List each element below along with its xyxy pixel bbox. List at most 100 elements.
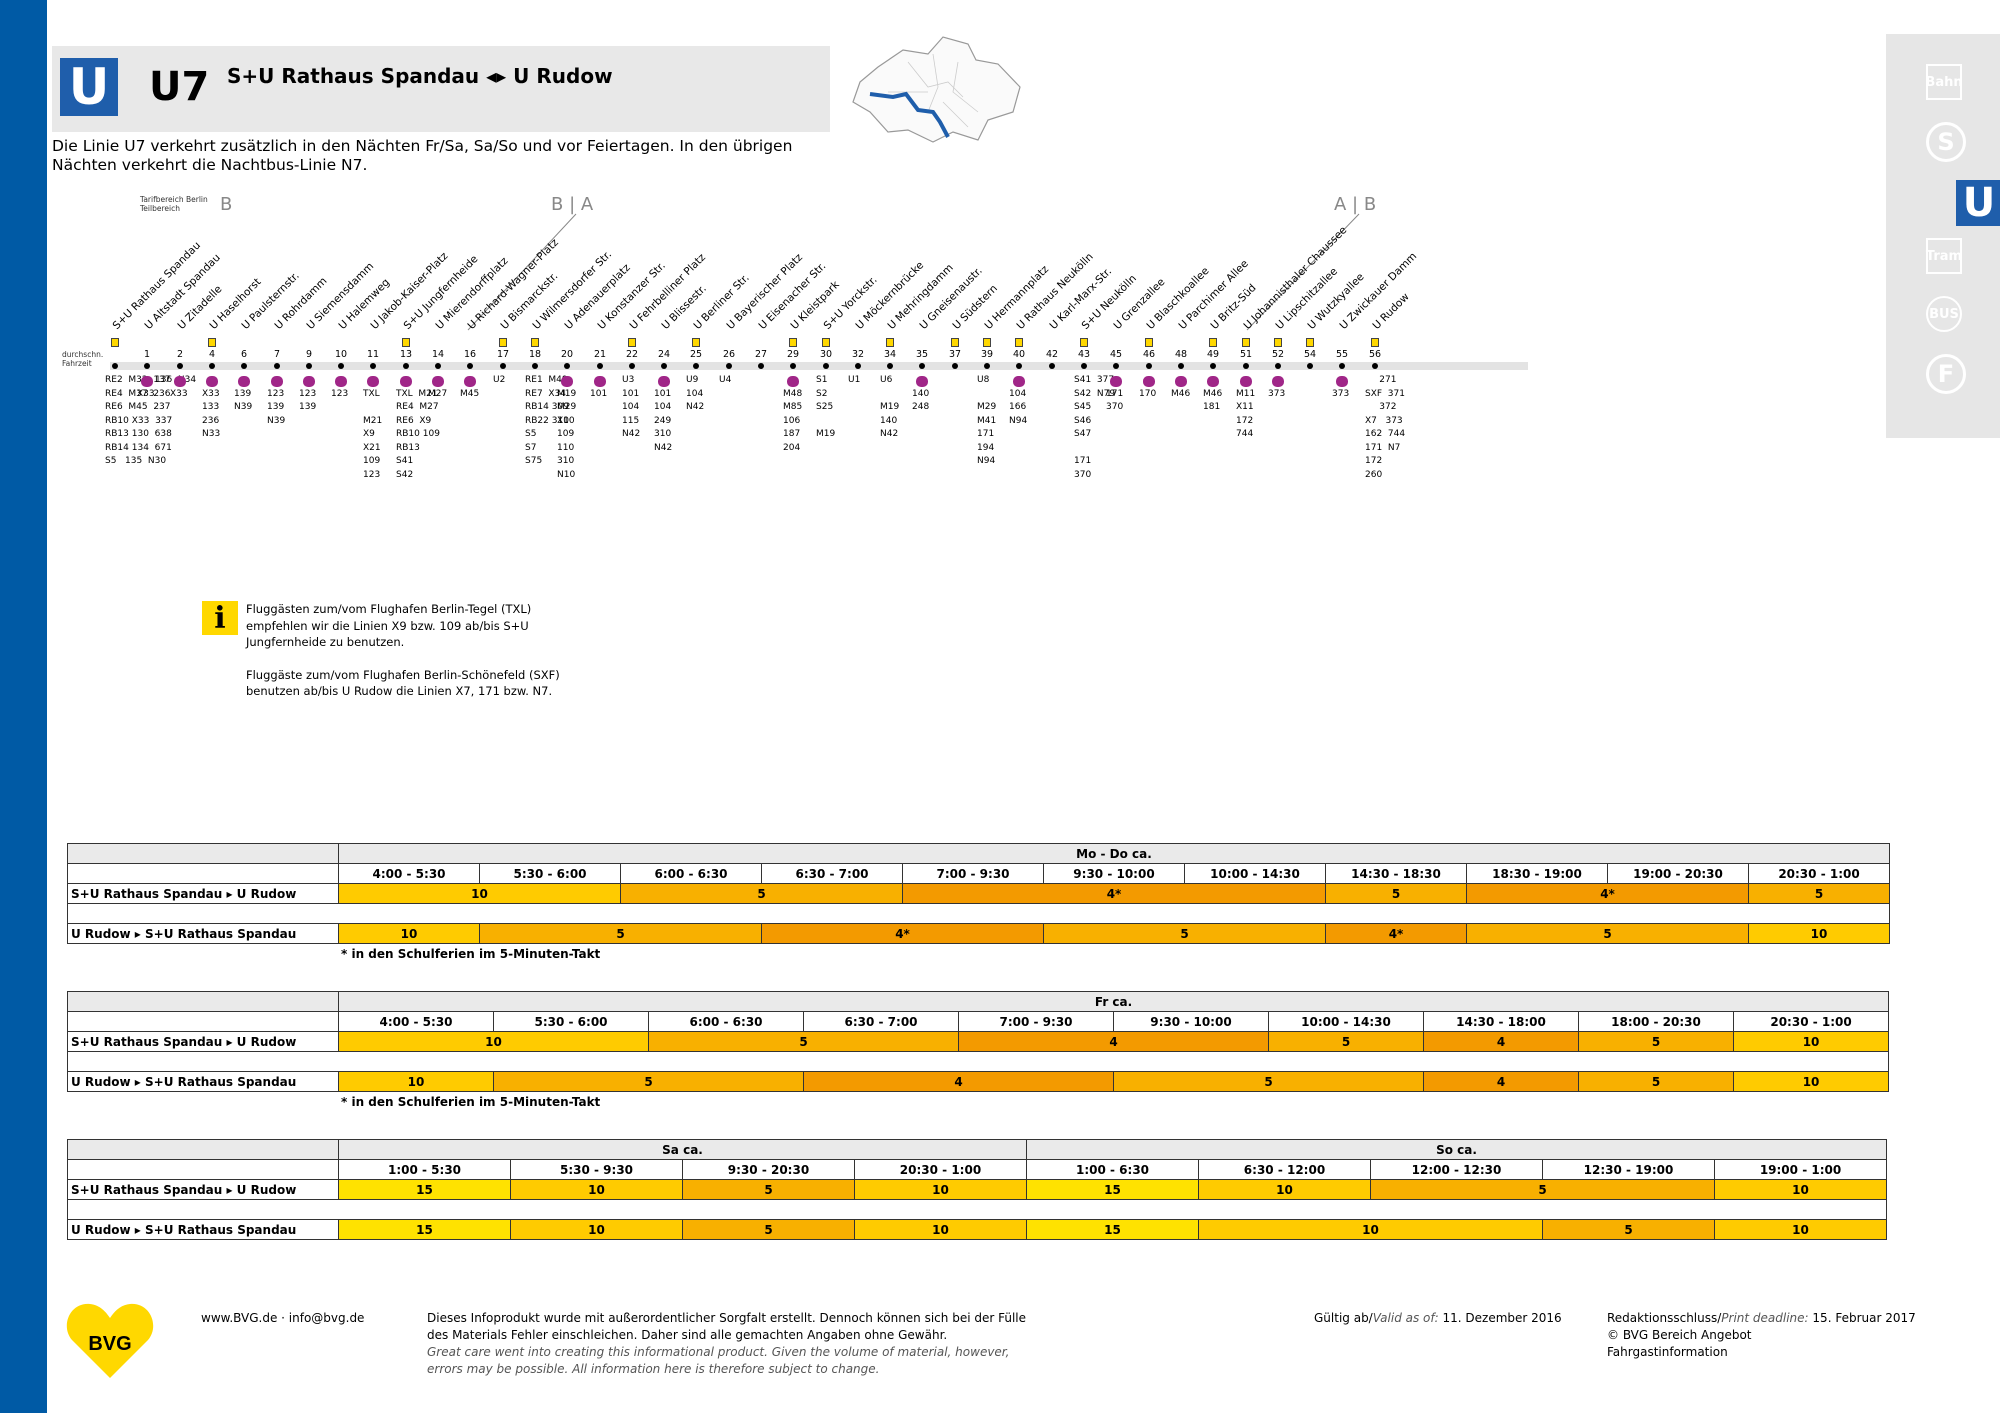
stop-minutes: 4 <box>208 349 216 360</box>
stop-minutes: 13 <box>399 349 413 360</box>
bus-icon <box>561 376 573 387</box>
headway-cell: 5 <box>479 923 762 944</box>
stop-minutes: 22 <box>625 349 639 360</box>
headway-cell: 5 <box>620 883 903 904</box>
stop-minutes: 54 <box>1303 349 1317 360</box>
bus-icon <box>1110 376 1122 387</box>
stop-name: U Wutzkyallee <box>1305 270 1367 332</box>
transfer-lines: U2 <box>493 375 506 385</box>
headway-cell: 15 <box>338 1219 511 1240</box>
stop-minutes: 48 <box>1174 349 1188 360</box>
transfer-lines: 139 N39 <box>234 388 253 413</box>
stop-dot <box>1372 363 1378 369</box>
headway-cell: 5 <box>1325 883 1467 904</box>
headway-cell: 10 <box>1747 923 1891 944</box>
taxi-icon <box>1080 338 1088 347</box>
transfer-lines: M45 <box>460 388 480 399</box>
disclaimer-en: Great care went into creating this infor… <box>427 1345 1010 1376</box>
time-slot: 9:30 - 10:00 <box>1113 1011 1269 1032</box>
transfer-lines: X33 <box>137 388 155 399</box>
time-slot: 4:00 - 5:30 <box>338 1011 494 1032</box>
headway-cell: 10 <box>338 1071 494 1092</box>
taxi-icon <box>789 338 797 347</box>
stop-minutes: 27 <box>754 349 768 360</box>
time-slot: 18:00 - 20:30 <box>1578 1011 1734 1032</box>
tarif-label: Tarifbereich Berlin Teilbereich <box>140 195 208 213</box>
bus-icon <box>594 376 606 387</box>
time-slot: 19:00 - 1:00 <box>1713 1159 1888 1180</box>
bus-icon <box>206 376 218 387</box>
taxi-icon <box>1274 338 1282 347</box>
stop-minutes: 37 <box>948 349 962 360</box>
taxi-icon <box>531 338 539 347</box>
headway-cell: 5 <box>1370 1179 1715 1200</box>
headway-cell: 4* <box>1466 883 1749 904</box>
footnote: * in den Schulferien im 5-Minuten-Takt <box>341 1095 601 1109</box>
stop-dot <box>209 363 215 369</box>
stop-dot <box>726 363 732 369</box>
stop-dot <box>564 363 570 369</box>
transfer-lines: U1 <box>848 375 861 385</box>
time-slot: 14:30 - 18:30 <box>1325 863 1467 884</box>
bus-icon <box>432 376 444 387</box>
transfer-lines: 140 248 <box>912 388 930 413</box>
transfer-lines: U4 <box>719 375 732 385</box>
direction-label: S+U Rathaus Spandau ▸ U Rudow <box>67 883 339 904</box>
transfer-lines: 104 166 N94 <box>1009 388 1028 426</box>
stop-minutes: 49 <box>1206 349 1220 360</box>
stop-dot <box>467 363 473 369</box>
stop-dot <box>984 363 990 369</box>
bus-icon <box>238 376 250 387</box>
footer-disclaimer: Dieses Infoprodukt wurde mit außerordent… <box>427 1310 1037 1378</box>
stop-dot <box>532 363 538 369</box>
timetable-fr: Fr ca. 4:00 - 5:30 5:30 - 6:00 6:00 - 6:30 6… <box>66 991 1890 1092</box>
headway-cell: 5 <box>1043 923 1326 944</box>
u-bahn-logo: U <box>60 58 118 116</box>
headway-cell: 10 <box>854 1219 1027 1240</box>
header-box <box>52 46 830 132</box>
transfer-lines: X33 133 236 N33 <box>202 388 221 440</box>
stop-minutes: 56 <box>1368 349 1382 360</box>
bus-icon <box>1175 376 1187 387</box>
route-title: S+U Rathaus Spandau ◂▸ U Rudow <box>227 64 613 88</box>
stop-minutes: 21 <box>593 349 607 360</box>
stop-minutes: 9 <box>305 349 313 360</box>
period-title: Sa ca. <box>338 1139 1027 1160</box>
headway-cell: 5 <box>1747 883 1891 904</box>
svg-text:BVG: BVG <box>88 1333 131 1355</box>
direction-label: U Rudow ▸ S+U Rathaus Spandau <box>67 1219 339 1240</box>
headway-cell: 10 <box>510 1179 683 1200</box>
stop-dot <box>112 363 118 369</box>
stop-minutes: 43 <box>1077 349 1091 360</box>
transfer-lines: 271 SXF 371 372 X7 373 162 744 171 N7 17… <box>1365 375 1406 480</box>
time-slot: 18:30 - 19:00 <box>1466 863 1608 884</box>
side-mode-1: S <box>1926 122 1966 162</box>
stop-dot <box>855 363 861 369</box>
side-mode-2: U <box>1956 180 2000 226</box>
stop-minutes: 26 <box>722 349 736 360</box>
stop-dot <box>1049 363 1055 369</box>
stop-minutes: 55 <box>1335 349 1349 360</box>
bvg-heart-logo: BVG <box>66 1303 154 1378</box>
bus-icon <box>464 376 476 387</box>
stop-dot <box>403 363 409 369</box>
direction-label: S+U Rathaus Spandau ▸ U Rudow <box>67 1031 339 1052</box>
headway-cell: 4* <box>761 923 1044 944</box>
deadline-date: 15. Februar 2017 <box>1812 1311 1916 1325</box>
headway-cell: 4 <box>1423 1071 1579 1092</box>
time-slot: 7:00 - 9:30 <box>958 1011 1114 1032</box>
zone-b-start: B <box>220 194 233 215</box>
deadline-label: Redaktionsschluss/ <box>1607 1311 1722 1325</box>
headway-cell: 4 <box>1423 1031 1579 1052</box>
transfer-lines: M48 M85 106 187 204 <box>783 388 803 453</box>
direction-label: U Rudow ▸ S+U Rathaus Spandau <box>67 1071 339 1092</box>
side-mode-5: F <box>1926 354 1966 394</box>
bus-icon <box>400 376 412 387</box>
valid-date: 11. Dezember 2016 <box>1442 1311 1562 1325</box>
taxi-icon <box>1306 338 1314 347</box>
taxi-icon <box>1145 338 1153 347</box>
period-title: Fr ca. <box>337 991 1890 1012</box>
headway-cell: 10 <box>510 1219 683 1240</box>
stop-minutes: 35 <box>915 349 929 360</box>
stop-minutes: 17 <box>496 349 510 360</box>
